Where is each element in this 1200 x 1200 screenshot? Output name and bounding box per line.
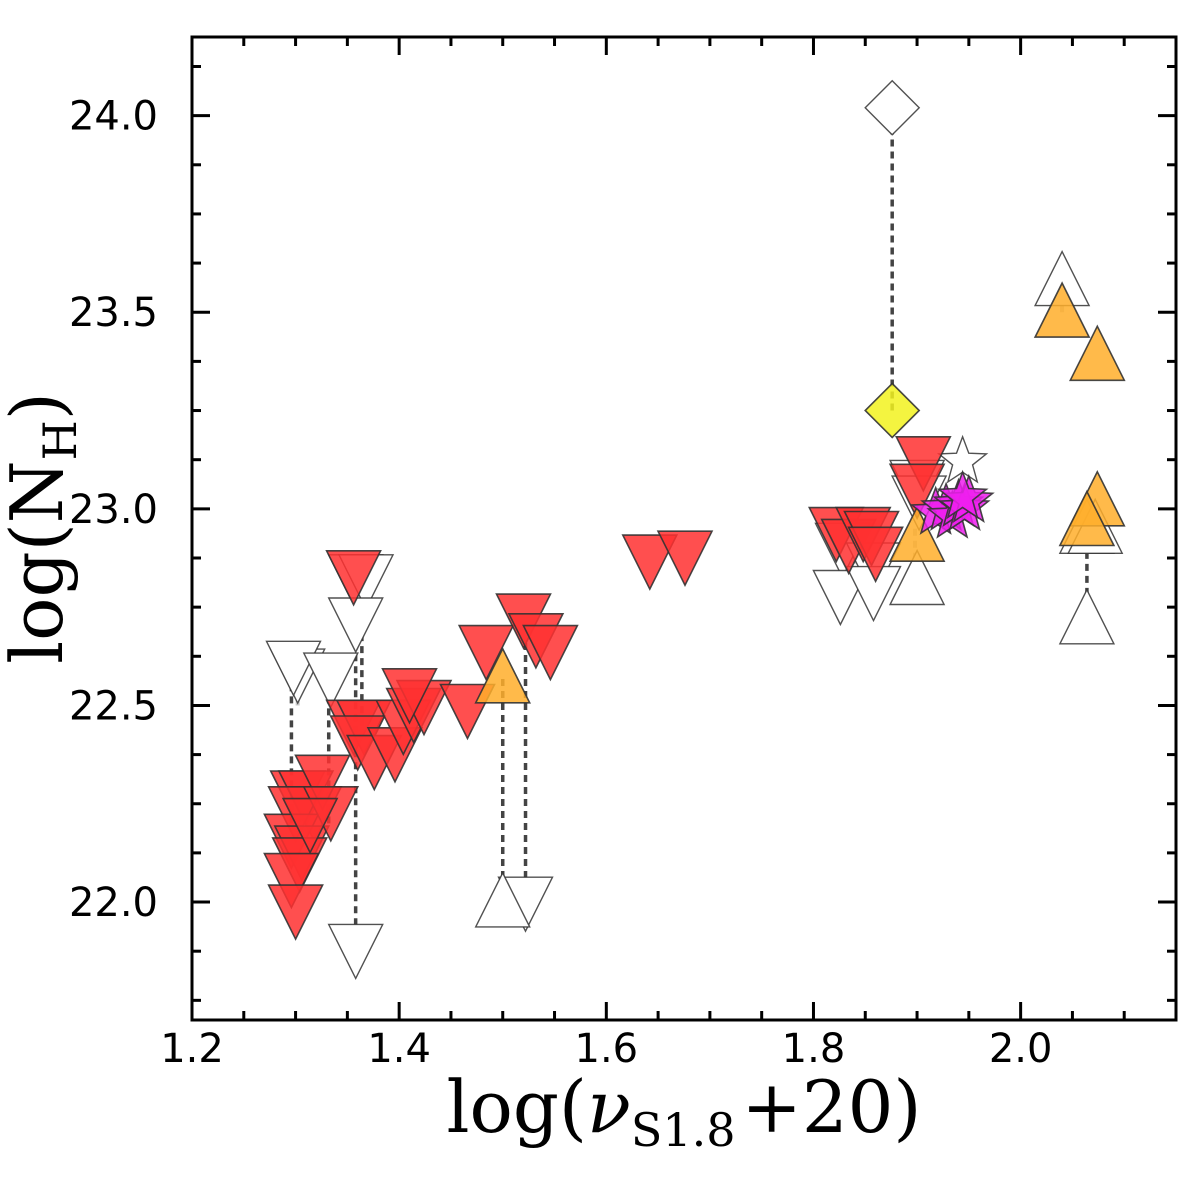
- y-tick-label: 22.0: [69, 880, 158, 926]
- red-triangle-down-point: [847, 526, 904, 584]
- red-triangle-down-point: [381, 667, 438, 725]
- x-axis-title-symbol: ν: [587, 1065, 631, 1149]
- orange-triangle-up-point: [888, 505, 946, 563]
- orange-triangle-up-point: [1069, 324, 1126, 382]
- y-tick-label: 24.0: [69, 94, 158, 140]
- y-axis-title: log(NH): [0, 392, 87, 664]
- open-triangle-down-point: [812, 569, 869, 627]
- series-orange-up-triangles: [474, 281, 1126, 704]
- magenta-star-point: [936, 469, 989, 520]
- y-tick-label: 22.5: [69, 683, 158, 729]
- red-triangle-down-point: [294, 754, 351, 812]
- x-tick-label: 1.2: [160, 1026, 224, 1072]
- y-tick-label: 23.5: [69, 290, 158, 336]
- x-axis-title-subscript: S1.8: [631, 1103, 736, 1157]
- y-axis-title-main: log(N: [0, 460, 79, 664]
- series-yellow-diamond: [864, 382, 921, 439]
- y-axis-title-subscript: H: [33, 420, 87, 460]
- x-axis-title: log(νS1.8+20): [446, 1065, 921, 1157]
- red-triangle-down-point: [267, 884, 324, 941]
- orange-triangle-up-point: [1058, 489, 1116, 547]
- red-triangle-down-point: [522, 624, 579, 682]
- y-axis-title-tail: ): [0, 392, 79, 420]
- red-triangle-down-point: [621, 534, 679, 591]
- x-axis-title-tail: +20): [741, 1065, 921, 1149]
- x-tick-label: 2.0: [989, 1026, 1053, 1072]
- tick-labels: 1.2 1.4 1.6 1.8 2.0 22.0 22.5 23.0 23.5 24.0: [69, 94, 1053, 1072]
- series-open-diamond: [864, 79, 921, 136]
- red-triangle-down-point: [281, 797, 339, 855]
- series-magenta-stars: [909, 469, 995, 539]
- open-triangle-up-point: [888, 548, 946, 606]
- x-tick-label: 1.6: [575, 1026, 639, 1072]
- open-triangle-down-point: [302, 652, 359, 709]
- red-triangle-down-point: [325, 549, 382, 607]
- axis-ticks: [190, 37, 1178, 1020]
- data-markers: [263, 79, 1126, 980]
- red-triangle-down-point: [656, 530, 714, 587]
- x-axis-title-main: log(: [446, 1065, 587, 1149]
- x-tick-label: 1.8: [782, 1026, 846, 1072]
- y-tick-label: 23.0: [69, 487, 158, 533]
- open-triangle-up-point: [474, 871, 531, 928]
- open-triangle-down-point: [327, 923, 384, 980]
- orange-triangle-up-point: [474, 647, 531, 704]
- open-triangle-up-point: [1058, 588, 1116, 645]
- red-triangle-down-point: [888, 463, 946, 521]
- yellow-diamond-point: [864, 382, 921, 439]
- orange-triangle-up-point: [1033, 281, 1091, 338]
- series-red-down-triangles: [263, 435, 952, 941]
- red-triangle-down-point: [263, 852, 320, 910]
- red-triangle-down-point: [457, 624, 515, 682]
- plot-frame: [190, 35, 1178, 1022]
- open-diamond-point: [864, 79, 921, 136]
- x-tick-label: 1.4: [367, 1026, 431, 1072]
